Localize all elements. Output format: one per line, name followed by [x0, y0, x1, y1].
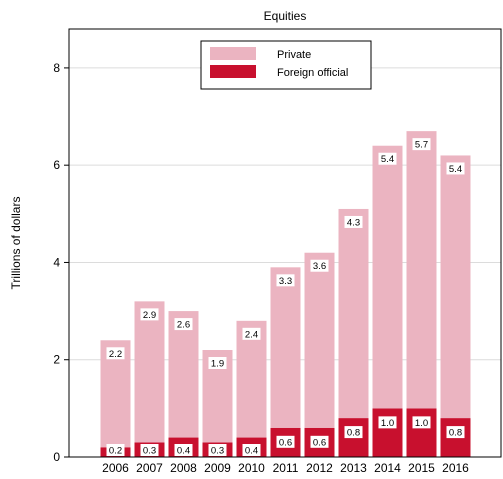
- data-label-private-box: [344, 215, 363, 228]
- data-label-foreign-official-box: [276, 435, 295, 448]
- data-label-foreign-official: 0.4: [245, 446, 258, 457]
- legend: Private Foreign official: [200, 40, 372, 90]
- y-tick-label: 4: [53, 255, 60, 269]
- x-tick-label: 2009: [204, 461, 231, 475]
- x-tick-label: 2016: [442, 461, 469, 475]
- data-label-private: 1.9: [211, 359, 224, 370]
- data-label-private: 5.7: [415, 140, 428, 151]
- bar-private: [236, 320, 267, 438]
- data-label-private-box: [276, 274, 295, 287]
- data-label-private: 5.4: [381, 154, 394, 165]
- legend-label: Private: [277, 49, 311, 61]
- data-label-private-box: [446, 162, 465, 175]
- data-label-foreign-official: 0.4: [177, 446, 190, 457]
- y-tick-label: 8: [53, 61, 60, 75]
- y-tick-label: 6: [53, 158, 60, 172]
- data-label-foreign-official: 1.0: [381, 418, 394, 429]
- plot-frame: [68, 28, 502, 458]
- legend-swatch: [210, 47, 256, 60]
- bar-private: [406, 131, 437, 409]
- data-label-foreign-official: 0.6: [279, 437, 292, 448]
- data-label-private: 4.3: [347, 217, 360, 228]
- data-label-foreign-official: 0.3: [211, 446, 224, 457]
- data-label-private-box: [140, 308, 159, 321]
- data-label-foreign-official-box: [446, 426, 465, 439]
- x-tick-label: 2011: [273, 461, 299, 475]
- bar-private: [440, 155, 471, 419]
- x-tick-label: 2012: [306, 461, 333, 475]
- x-tick-label: 2014: [374, 461, 401, 475]
- data-label-private-box: [378, 152, 397, 165]
- data-label-private: 2.2: [109, 349, 122, 360]
- bar-foreign-official: [372, 408, 403, 457]
- data-label-foreign-official-box: [310, 435, 329, 448]
- data-label-foreign-official-box: [174, 444, 193, 456]
- data-label-foreign-official-box: [344, 426, 363, 439]
- data-label-private-box: [208, 357, 227, 369]
- bar-private: [134, 301, 165, 443]
- data-label-foreign-official: 0.2: [109, 446, 122, 457]
- x-tick-label: 2007: [136, 461, 163, 475]
- data-label-private: 2.9: [143, 310, 156, 321]
- data-label-private: 3.3: [279, 276, 292, 287]
- bar-private: [304, 252, 335, 428]
- y-axis-label: Trillions of dollars: [9, 197, 23, 290]
- x-tick-label: 2010: [238, 461, 265, 475]
- bars: 2.2 0.2 2.9 0.3 2.6 0.4 1.9 0.3 2.4 0.4 3.3 0.6 3.6 0…: [100, 131, 471, 457]
- x-tick-label: 2006: [102, 461, 129, 475]
- data-label-foreign-official-box: [242, 444, 261, 456]
- bar-private: [168, 311, 199, 438]
- bar-private: [338, 208, 369, 419]
- chart-title: Equities: [264, 9, 307, 23]
- x-tick-label: 2015: [408, 461, 435, 475]
- data-label-foreign-official-box: [208, 444, 227, 456]
- data-label-foreign-official: 0.8: [347, 428, 360, 439]
- data-label-private: 5.4: [449, 164, 462, 175]
- data-label-private: 3.6: [313, 261, 326, 272]
- data-label-private: 2.4: [245, 329, 258, 340]
- data-label-private: 2.6: [177, 320, 190, 331]
- data-label-foreign-official-box: [378, 416, 397, 429]
- data-label-foreign-official-box: [106, 444, 125, 456]
- bar-private: [372, 145, 403, 409]
- y-tick-label: 0: [53, 450, 60, 464]
- data-label-foreign-official: 0.6: [313, 437, 326, 448]
- legend-swatch: [210, 65, 256, 78]
- data-label-private-box: [242, 327, 261, 340]
- data-label-private-box: [412, 138, 431, 151]
- bar-foreign-official: [406, 408, 437, 457]
- x-tick-label: 2008: [170, 461, 197, 475]
- data-label-foreign-official: 0.8: [449, 428, 462, 439]
- data-label-private-box: [174, 318, 193, 331]
- legend-label: Foreign official: [277, 67, 348, 79]
- data-label-foreign-official-box: [140, 444, 159, 456]
- data-label-foreign-official-box: [412, 416, 431, 429]
- data-label-foreign-official: 0.3: [143, 446, 156, 457]
- data-label-private-box: [106, 347, 125, 360]
- y-tick-label: 2: [53, 353, 60, 367]
- bar-private: [270, 267, 301, 428]
- data-label-private-box: [310, 259, 329, 272]
- data-label-foreign-official: 1.0: [415, 418, 428, 429]
- axes: 0 2 4 6 8 2006 2007 2008 2009 2010 2011 2012 2013 201…: [53, 61, 469, 475]
- x-tick-label: 2013: [340, 461, 367, 475]
